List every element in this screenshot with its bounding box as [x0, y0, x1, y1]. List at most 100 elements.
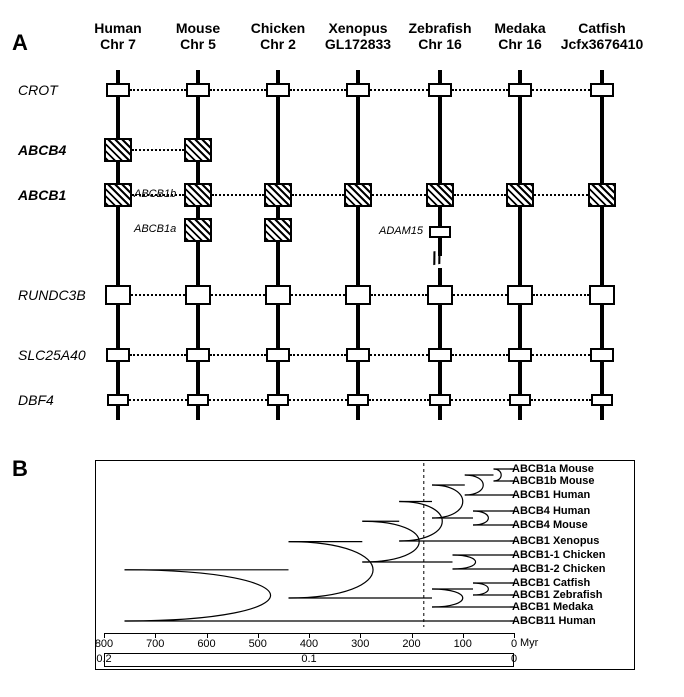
col-header: ChickenChr 2 [233, 20, 323, 52]
synteny-connector [130, 89, 186, 91]
gene-box [104, 138, 132, 162]
gene-box [426, 183, 454, 207]
gene-box [184, 183, 212, 207]
taxon-label: ABCB1 Catfish [512, 577, 590, 589]
axis-tick-label: 400 [294, 638, 324, 650]
gene-row-label: RUNDC3B [18, 287, 86, 303]
axis-tick-label: 100 [448, 638, 478, 650]
gene-row-label: ABCB4 [18, 142, 66, 158]
gene-small-label: ADAM15 [379, 225, 423, 237]
synteny-connector [211, 294, 265, 296]
taxon-label: ABCB1 Zebrafish [512, 589, 602, 601]
col-header: CatfishJcfx3676410 [557, 20, 647, 52]
synteny-connector [372, 194, 426, 196]
gene-box [508, 83, 532, 97]
synteny-connector [132, 149, 184, 151]
axis-tick-label: 700 [140, 638, 170, 650]
gene-box [346, 83, 370, 97]
taxon-label: ABCB1b Mouse [512, 475, 595, 487]
synteny-connector [370, 89, 428, 91]
synteny-connector [130, 354, 186, 356]
gene-box [265, 285, 291, 305]
synteny-connector [452, 354, 508, 356]
synteny-connector [454, 194, 506, 196]
gene-box [429, 394, 451, 406]
gene-box [104, 183, 132, 207]
gene-box [266, 348, 290, 362]
gene-box [184, 138, 212, 162]
chromosome-line [600, 70, 604, 420]
gene-box [186, 83, 210, 97]
gene-box [428, 83, 452, 97]
species-name: Chicken [251, 20, 305, 36]
gene-row-label: CROT [18, 82, 58, 98]
synteny-connector [292, 194, 344, 196]
synteny-connector [291, 294, 345, 296]
species-name: Mouse [176, 20, 220, 36]
gene-box [428, 348, 452, 362]
gene-box [344, 183, 372, 207]
taxon-label: ABCB1 Human [512, 489, 590, 501]
gene-box [591, 394, 613, 406]
gene-box [267, 394, 289, 406]
chromosome-line [276, 70, 280, 420]
gene-box [107, 394, 129, 406]
gene-box [264, 183, 292, 207]
panel-b-label: B [12, 456, 28, 482]
synteny-connector [209, 399, 267, 401]
gene-small-label: ABCB1a [134, 223, 176, 235]
taxon-label: ABCB11 Human [512, 615, 596, 627]
gene-box [509, 394, 531, 406]
axis-tick-label: 300 [345, 638, 375, 650]
gene-box [105, 285, 131, 305]
gene-box [347, 394, 369, 406]
taxon-label: ABCB4 Human [512, 505, 590, 517]
taxon-label: ABCB4 Mouse [512, 519, 588, 531]
gene-box [590, 83, 614, 97]
gene-small-label: ABCB1b [134, 188, 176, 200]
synteny-connector [369, 399, 429, 401]
gene-box [588, 183, 616, 207]
axis-bottom-tick-label: 0.1 [294, 653, 324, 665]
synteny-connector [453, 294, 507, 296]
synteny-connector [210, 354, 266, 356]
gene-box [345, 285, 371, 305]
synteny-connector [212, 194, 264, 196]
synteny-connector [289, 399, 347, 401]
chromosome-line [196, 70, 200, 420]
gene-row-label: SLC25A40 [18, 347, 86, 363]
chrom-name: Chr 7 [100, 36, 136, 52]
species-name: Catfish [578, 20, 625, 36]
synteny-connector [129, 399, 187, 401]
chrom-name: Chr 5 [180, 36, 216, 52]
species-name: Medaka [494, 20, 545, 36]
gene-box [506, 183, 534, 207]
synteny-connector [532, 354, 590, 356]
gene-box [589, 285, 615, 305]
gene-box [427, 285, 453, 305]
taxon-label: ABCB1 Medaka [512, 601, 593, 613]
chromosome-line [356, 70, 360, 420]
species-name: Zebrafish [408, 20, 471, 36]
axis-tick-label: 500 [243, 638, 273, 650]
gene-box-extra [429, 226, 451, 238]
synteny-connector [451, 399, 509, 401]
col-header: XenopusGL172833 [313, 20, 403, 52]
figure-root: A HumanChr 7MouseChr 5ChickenChr 2Xenopu… [0, 0, 684, 697]
gene-box [346, 348, 370, 362]
species-name: Xenopus [328, 20, 387, 36]
synteny-connector [131, 294, 185, 296]
synteny-connector [371, 294, 427, 296]
gene-box [266, 83, 290, 97]
axis-tick-label: 600 [192, 638, 222, 650]
gene-box-extra [264, 218, 292, 242]
synteny-connector [531, 399, 591, 401]
synteny-panel: HumanChr 7MouseChr 5ChickenChr 2XenopusG… [0, 0, 684, 440]
col-header: ZebrafishChr 16 [395, 20, 485, 52]
synteny-connector [210, 89, 266, 91]
synteny-connector [534, 194, 588, 196]
chrom-name: GL172833 [325, 36, 391, 52]
chromosome-line [116, 70, 120, 420]
gene-box [590, 348, 614, 362]
synteny-connector [290, 89, 346, 91]
